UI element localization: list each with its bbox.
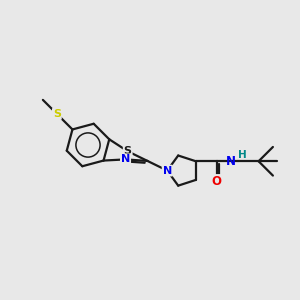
Text: N: N <box>121 154 130 164</box>
Text: O: O <box>212 175 222 188</box>
Text: H: H <box>238 150 247 160</box>
Text: N: N <box>163 166 172 176</box>
Text: S: S <box>124 146 132 156</box>
Text: N: N <box>226 155 236 168</box>
Text: S: S <box>53 109 61 119</box>
